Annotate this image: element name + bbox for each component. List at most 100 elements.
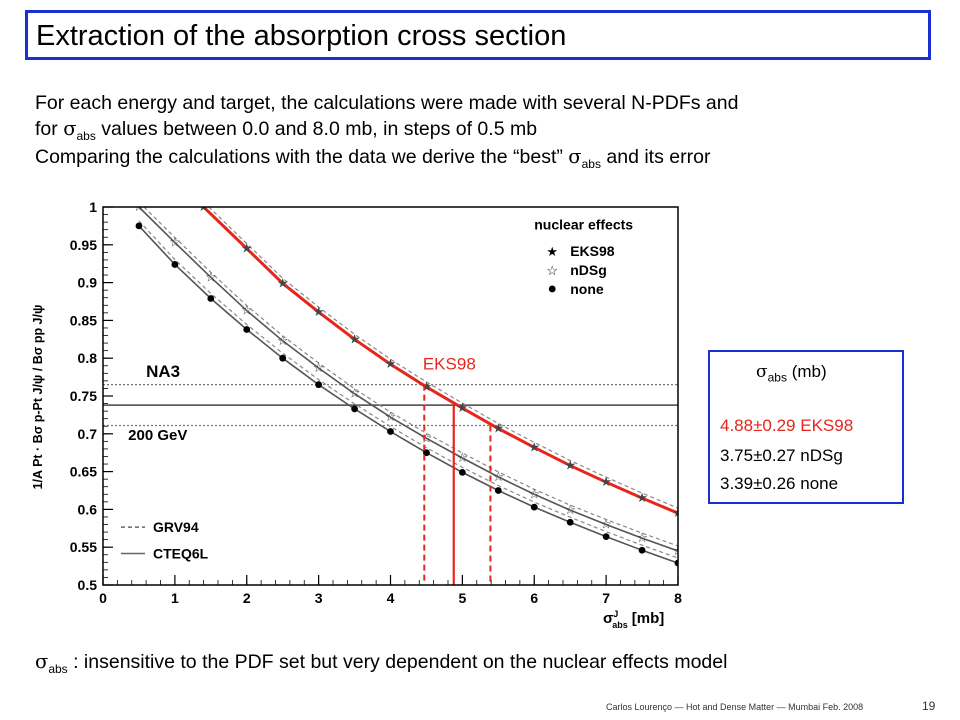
result-value: 4.88±0.29 [720, 416, 796, 435]
series-point: ★ [313, 305, 325, 320]
energy-label: 200 GeV [128, 427, 187, 444]
sigma-symbol: σ [756, 362, 768, 382]
series-point [423, 449, 430, 457]
series-point: ☆ [313, 361, 325, 376]
series-point: ★ [528, 440, 540, 455]
series-point: ☆ [636, 531, 648, 546]
series-point: ★ [672, 506, 684, 521]
series-point [171, 261, 179, 268]
x-tick-label: 7 [602, 590, 610, 606]
series-point: ☆ [349, 387, 361, 402]
series-point: ☆ [241, 304, 253, 319]
legend-marker [548, 285, 556, 293]
series-point [135, 222, 143, 230]
intro-line-2: for σabs values between 0.0 and 8.0 mb, … [35, 116, 537, 149]
abs-subscript: abs [48, 661, 68, 676]
title-box: Extraction of the absorption cross secti… [25, 10, 931, 60]
series-point: ★ [600, 475, 612, 490]
intro-line-3-pre: Comparing the calculations with the data… [35, 146, 563, 168]
series-point: ☆ [205, 270, 217, 285]
sigma-symbol: σ [63, 117, 77, 140]
series-point: ☆ [133, 200, 145, 215]
series-point [351, 405, 358, 413]
series-point: ★ [564, 459, 576, 474]
x-tick-label: 8 [674, 590, 682, 606]
abs-subscript: abs [581, 156, 601, 171]
results-box: σabs (mb) 4.88±0.29 EKS98 3.75±0.27 nDSg… [708, 350, 904, 504]
x-tick-label: 5 [458, 590, 466, 606]
y-tick-label: 0.5 [78, 577, 98, 593]
abs-subscript: abs [767, 370, 787, 385]
series-point [530, 503, 538, 511]
series-line-ndsg [138, 207, 678, 552]
series-point: ★ [636, 491, 648, 506]
result-label: none [800, 474, 839, 493]
pdf-legend-entry: GRV94 [153, 519, 199, 535]
result-value: 3.75±0.27 [720, 446, 796, 465]
series-point [243, 326, 251, 333]
intro-line-3-post: and its error [606, 146, 711, 168]
series-point: ☆ [492, 470, 504, 485]
series-line-none [138, 225, 678, 564]
series-point: ☆ [277, 334, 289, 349]
series-point: ☆ [528, 487, 540, 502]
series-point: ★ [385, 357, 397, 372]
pdf-legend-entry: CTEQ6L [153, 546, 209, 562]
result-row-none: 3.39±0.26 none [720, 474, 838, 494]
series-dashed-eks98 [207, 207, 678, 509]
y-tick-label: 0.7 [78, 426, 98, 442]
series-point: ☆ [564, 503, 576, 518]
x-tick-label: 2 [243, 590, 251, 606]
series-point: ☆ [421, 431, 433, 446]
x-axis-label: σJ abs [mb] [603, 609, 664, 630]
series-point [602, 533, 610, 541]
series-point [458, 468, 466, 476]
x-tick-label: 4 [387, 590, 395, 606]
results-header: σabs (mb) [756, 362, 827, 384]
series-point [674, 559, 678, 567]
y-tick-label: 0.85 [70, 312, 97, 328]
series-point [207, 295, 215, 302]
footer-credit: Carlos Lourenço — Hot and Dense Matter —… [606, 702, 864, 712]
x-tick-label: 1 [171, 590, 179, 606]
intro-line-1: For each energy and target, the calculat… [35, 92, 739, 114]
plot-area: ★ ★ ★ ★ ★ ★ ★ ★ ★ ★ ★ ★ ★ ★ ☆ ☆ ☆ ☆ ☆ ☆ ☆ ☆ ☆ ☆ ☆ ☆ ☆ ☆ ☆ ☆ [103, 200, 684, 567]
result-value: 3.39±0.26 [720, 474, 796, 493]
series-point: ☆ [385, 410, 397, 425]
series-point: ★ [241, 242, 253, 257]
series-point: ☆ [169, 236, 181, 251]
sigma-symbol: σ [568, 145, 582, 168]
series-point: ★ [198, 200, 210, 215]
x-tick-label: 0 [99, 590, 107, 606]
legend-marker: ☆ [546, 263, 558, 278]
series-point: ★ [492, 422, 504, 437]
series-point: ★ [349, 332, 361, 347]
intro-line-2-post: values between 0.0 and 8.0 mb, in steps … [101, 118, 538, 140]
y-tick-label: 0.6 [78, 501, 98, 517]
intro-line-3: Comparing the calculations with the data… [35, 144, 710, 177]
page-number: 19 [922, 699, 936, 713]
conclusion-text: : insensitive to the PDF set but very de… [73, 651, 728, 673]
series-line-eks98 [202, 207, 678, 515]
conclusion-line: σabs : insensitive to the PDF set but ve… [35, 650, 727, 676]
result-label: EKS98 [800, 416, 854, 435]
series-point [279, 354, 287, 362]
series-point: ☆ [672, 544, 684, 559]
series-point: ★ [457, 401, 469, 416]
sigma-symbol: σ [35, 650, 49, 673]
x-tick-label: 3 [315, 590, 323, 606]
y-tick-label: 0.95 [70, 237, 97, 253]
series-point [566, 518, 574, 526]
y-tick-label: 0.55 [70, 539, 97, 555]
x-tick-label: 6 [530, 590, 538, 606]
y-tick-label: 0.9 [78, 275, 98, 291]
series-point: ☆ [457, 451, 469, 466]
y-axis-label: 1/A Pt · Bσ p-Pt J/ψ / Bσ pp J/ψ [31, 305, 45, 490]
result-row-ndsg: 3.75±0.27 nDSg [720, 446, 843, 466]
series-point: ☆ [600, 518, 612, 533]
y-tick-label: 0.8 [78, 350, 98, 366]
result-row-eks98: 4.88±0.29 EKS98 [720, 416, 853, 436]
series-point [387, 428, 394, 435]
series-dashed-none [138, 220, 678, 559]
slide-title: Extraction of the absorption cross secti… [36, 20, 567, 52]
